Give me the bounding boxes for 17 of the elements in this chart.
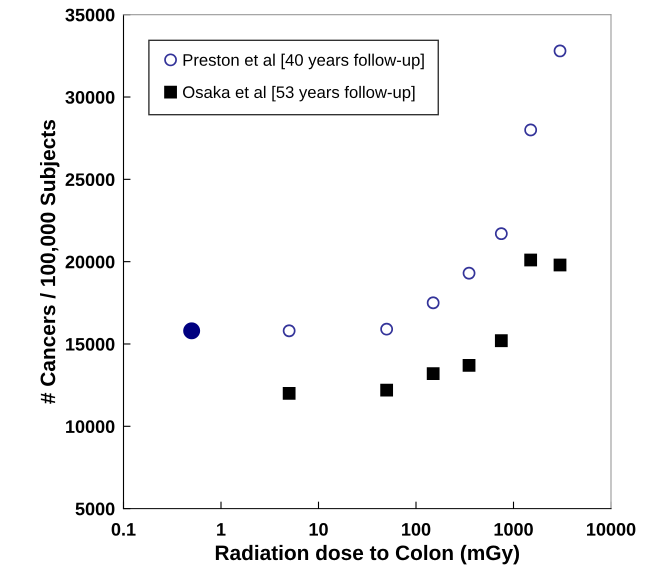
y-tick-label: 25000 xyxy=(66,173,114,186)
x-tick-label: 0.1 xyxy=(112,522,136,536)
x-tick-label: 10000 xyxy=(587,522,636,536)
y-tick-label: 10000 xyxy=(66,420,114,434)
x-tick-label: 10 xyxy=(310,522,328,536)
legend-label: Osaka et al [53 years follow-up] xyxy=(183,86,414,102)
y-tick-label: 30000 xyxy=(65,90,114,104)
y-tick-label: 5000 xyxy=(76,502,114,516)
x-tick-label: 100 xyxy=(402,522,430,536)
legend-label: Preston et al [40 years follow-up] xyxy=(184,54,424,70)
y-tick-label: 15000 xyxy=(66,338,114,351)
x-axis-title: Radiation dose to Colon (mGy) xyxy=(216,544,519,564)
y-axis-title: # Cancers / 100,000 Subjects xyxy=(40,120,60,404)
y-tick-label: 20000 xyxy=(66,256,114,268)
y-tick-label: 35000 xyxy=(65,8,114,22)
x-tick-label: 1 xyxy=(217,523,226,536)
x-tick-label: 1000 xyxy=(494,522,533,536)
